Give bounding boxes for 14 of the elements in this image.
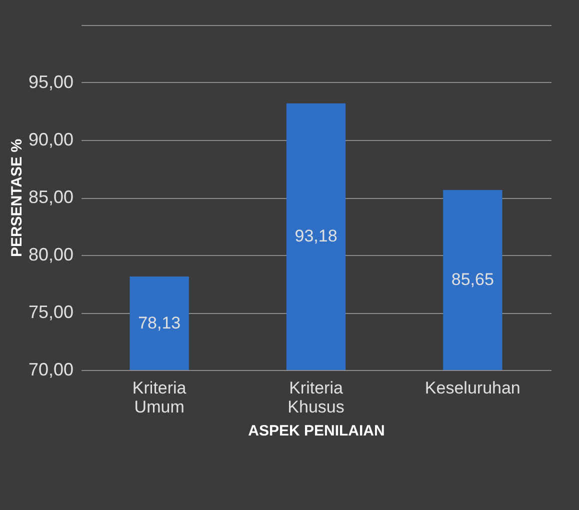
y-tick-label: 90,00 [28,130,74,150]
x-tick-label: Kriteria Umum [132,378,187,416]
y-tick-label: 85,00 [28,187,74,207]
x-tick-label: Keseluruhan [424,378,520,398]
data-label: 78,13 [138,313,181,332]
y-tick-label: 95,00 [28,72,74,92]
y-tick-label: 70,00 [28,360,74,380]
y-axis-title: PERSENTASE % [8,138,26,258]
y-tick-label: 80,00 [28,244,74,264]
y-tick-label: 75,00 [28,302,74,322]
data-label: 85,65 [451,270,494,290]
data-label: 93,18 [294,226,338,246]
x-tick-label: Kriteria Khusus [288,378,344,416]
x-axis-title: ASPEK PENILAIAN [248,422,385,440]
